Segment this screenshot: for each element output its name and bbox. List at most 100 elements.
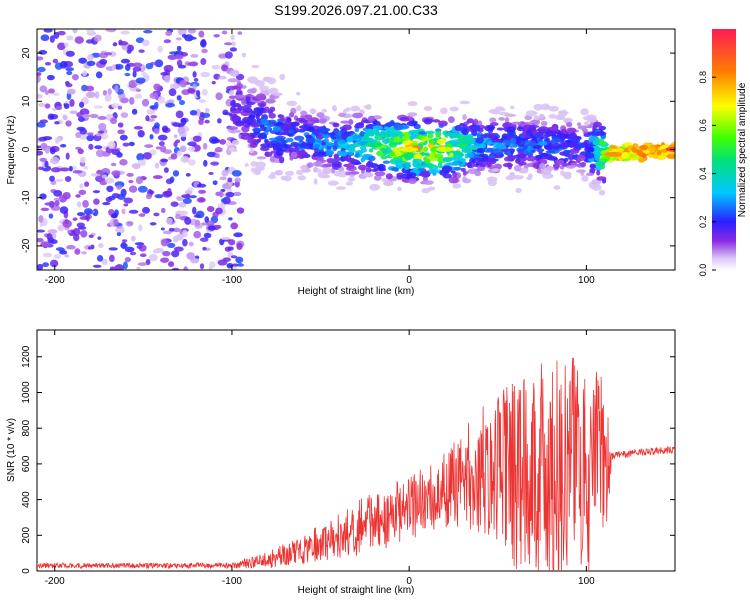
heatmap-cell (230, 129, 237, 134)
heatmap-cell (195, 108, 201, 117)
heatmap-cell (85, 213, 90, 222)
heatmap-cell (232, 263, 239, 267)
heatmap-cell (116, 232, 122, 237)
heatmap-cell (228, 95, 237, 100)
heatmap-cell (81, 70, 88, 77)
heatmap-cell (315, 168, 322, 173)
heatmap-cell (114, 209, 119, 217)
heatmap-cell (269, 156, 276, 163)
heatmap-cell (338, 139, 346, 144)
heatmap-cell (37, 229, 46, 233)
heatmap-cell (203, 159, 208, 167)
heatmap-cell (76, 112, 83, 118)
heatmap-cell (317, 153, 323, 158)
heatmap-cell (522, 144, 528, 150)
heatmap-cell (354, 143, 361, 148)
heatmap-cell (478, 153, 489, 158)
heatmap-y-tick-label: 10 (21, 95, 32, 107)
heatmap-cell (569, 148, 580, 154)
heatmap-cell (275, 149, 284, 157)
heatmap-cell (600, 164, 605, 170)
heatmap-cell (167, 242, 176, 248)
heatmap-y-tick-label: 20 (21, 47, 32, 59)
heatmap-cell (44, 160, 49, 168)
heatmap-cell (217, 118, 222, 124)
heatmap-cell (412, 158, 423, 164)
heatmap-cell (54, 121, 60, 125)
heatmap-cell (621, 151, 630, 159)
heatmap-cell (313, 178, 318, 185)
heatmap-cell (105, 29, 112, 32)
heatmap-cell (475, 136, 484, 144)
heatmap-cell (450, 170, 456, 174)
heatmap-ridge-peak (603, 151, 622, 157)
heatmap-cell (139, 253, 147, 258)
heatmap-cell (211, 80, 216, 85)
heatmap-cell (102, 90, 108, 96)
heatmap-cell (401, 125, 410, 129)
heatmap-cell (592, 121, 602, 128)
heatmap-cell (57, 42, 66, 51)
heatmap-cell (249, 110, 259, 114)
heatmap-cell (43, 252, 52, 258)
heatmap-cell (44, 202, 52, 206)
heatmap-cell (187, 62, 198, 67)
heatmap-cell (196, 183, 207, 188)
heatmap-cell (380, 131, 392, 138)
heatmap-cell (173, 134, 178, 139)
heatmap-cell (286, 100, 298, 107)
heatmap-cell (584, 121, 590, 127)
colorbar-label: Normalized spectral amplitude (737, 82, 748, 217)
heatmap-cell (117, 122, 124, 128)
heatmap-cell (207, 225, 216, 231)
heatmap-cell (54, 200, 60, 207)
heatmap-cell (486, 160, 492, 168)
colorbar-tick-label: 0.2 (698, 216, 708, 229)
heatmap-cell (424, 158, 431, 164)
heatmap-cell (79, 128, 88, 135)
heatmap-cell (160, 207, 166, 214)
heatmap-cell (213, 34, 220, 38)
heatmap-cell (526, 176, 533, 181)
heatmap-cell (519, 153, 527, 159)
heatmap-cell (402, 140, 411, 146)
heatmap-cell (121, 239, 128, 243)
heatmap-cell (541, 168, 552, 175)
heatmap-cell (37, 263, 44, 270)
heatmap-cell (55, 105, 63, 111)
heatmap-cell (567, 127, 577, 134)
heatmap-cell (584, 152, 595, 159)
heatmap-cell (86, 134, 95, 142)
heatmap-cell (345, 171, 352, 176)
heatmap-cell (102, 201, 111, 206)
heatmap-cell (589, 168, 596, 172)
snr-y-tick-label: 600 (21, 455, 32, 472)
heatmap-y-tick-label: 0 (21, 146, 32, 152)
heatmap-cell (128, 179, 134, 184)
heatmap-cell (129, 251, 137, 256)
heatmap-cell (205, 107, 210, 114)
heatmap-cell (44, 103, 51, 109)
heatmap-cell (487, 125, 496, 130)
heatmap-cell (159, 145, 167, 153)
heatmap-cell (391, 130, 403, 136)
heatmap-cell (187, 141, 197, 147)
heatmap-cell (162, 250, 171, 257)
colorbar-tick-label: 0.0 (698, 264, 708, 277)
heatmap-cell (201, 88, 208, 96)
heatmap-cell (274, 169, 284, 176)
heatmap-cell (227, 177, 233, 183)
heatmap-cell (50, 167, 61, 173)
heatmap-cell (420, 152, 426, 156)
heatmap-cell (448, 116, 455, 124)
heatmap-cell (577, 125, 587, 130)
heatmap-cell (81, 251, 87, 255)
heatmap-cell (457, 155, 463, 162)
heatmap-cell (175, 139, 181, 144)
heatmap-cell (154, 101, 159, 109)
heatmap-cell (342, 108, 348, 114)
heatmap-cell (42, 136, 53, 141)
heatmap-cell (220, 236, 231, 240)
heatmap-cell (230, 255, 238, 259)
heatmap-cell (360, 119, 366, 124)
